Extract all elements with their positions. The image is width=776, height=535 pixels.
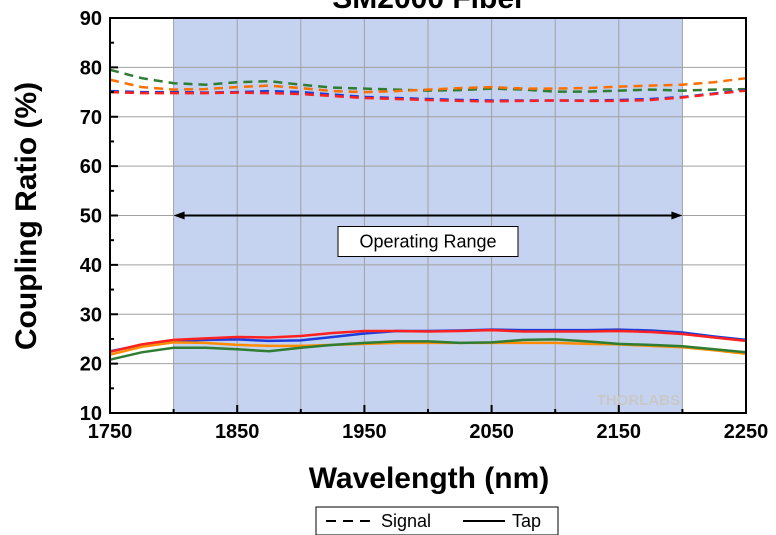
annotation-box	[337, 226, 519, 257]
range-arrow-head-right	[671, 211, 683, 220]
x-axis-label: Wavelength (nm)	[309, 462, 550, 495]
thorlabs-watermark: THORLABS	[597, 392, 680, 409]
y-tick-label: 80	[80, 57, 102, 79]
y-tick-label: 60	[80, 156, 102, 178]
legend-tap-label: Tap	[512, 511, 541, 531]
y-tick-label: 30	[80, 304, 102, 326]
legend-signal-label: Signal	[381, 511, 431, 531]
operating-range-arrow	[173, 211, 683, 220]
series-solid-7	[109, 338, 747, 361]
series-solid-5	[109, 328, 747, 354]
x-tick-label: 2250	[724, 421, 769, 443]
y-tick-label: 90	[80, 8, 102, 30]
series-layer	[109, 68, 747, 361]
x-tick-label: 1750	[88, 421, 133, 443]
y-tick-label: 70	[80, 107, 102, 129]
x-tick-label: 1950	[342, 421, 387, 443]
x-tick-label: 2150	[597, 421, 642, 443]
y-tick-label: 10	[80, 403, 102, 425]
range-arrow-head-left	[173, 211, 185, 220]
legend: Signal Tap	[315, 506, 559, 535]
y-tick-label: 20	[80, 354, 102, 376]
chart-title: SM2000 Fiber	[332, 0, 526, 15]
x-tick-label: 1850	[215, 421, 260, 443]
series-dashed-1	[109, 76, 747, 94]
y-axis-label: Coupling Ratio (%)	[10, 82, 43, 350]
series-dashed-3	[109, 89, 747, 103]
y-tick-label: 40	[80, 255, 102, 277]
y-tick-label: 50	[80, 206, 102, 228]
legend-box	[315, 506, 559, 535]
axis-ticks	[109, 17, 747, 414]
annotation-text: Operating Range	[359, 232, 496, 252]
x-tick-label: 2050	[469, 421, 514, 443]
tick-labels: 1750 1850 1950 2050 2150 2250 10 20 30 40 50 60 70 80…	[80, 8, 769, 443]
